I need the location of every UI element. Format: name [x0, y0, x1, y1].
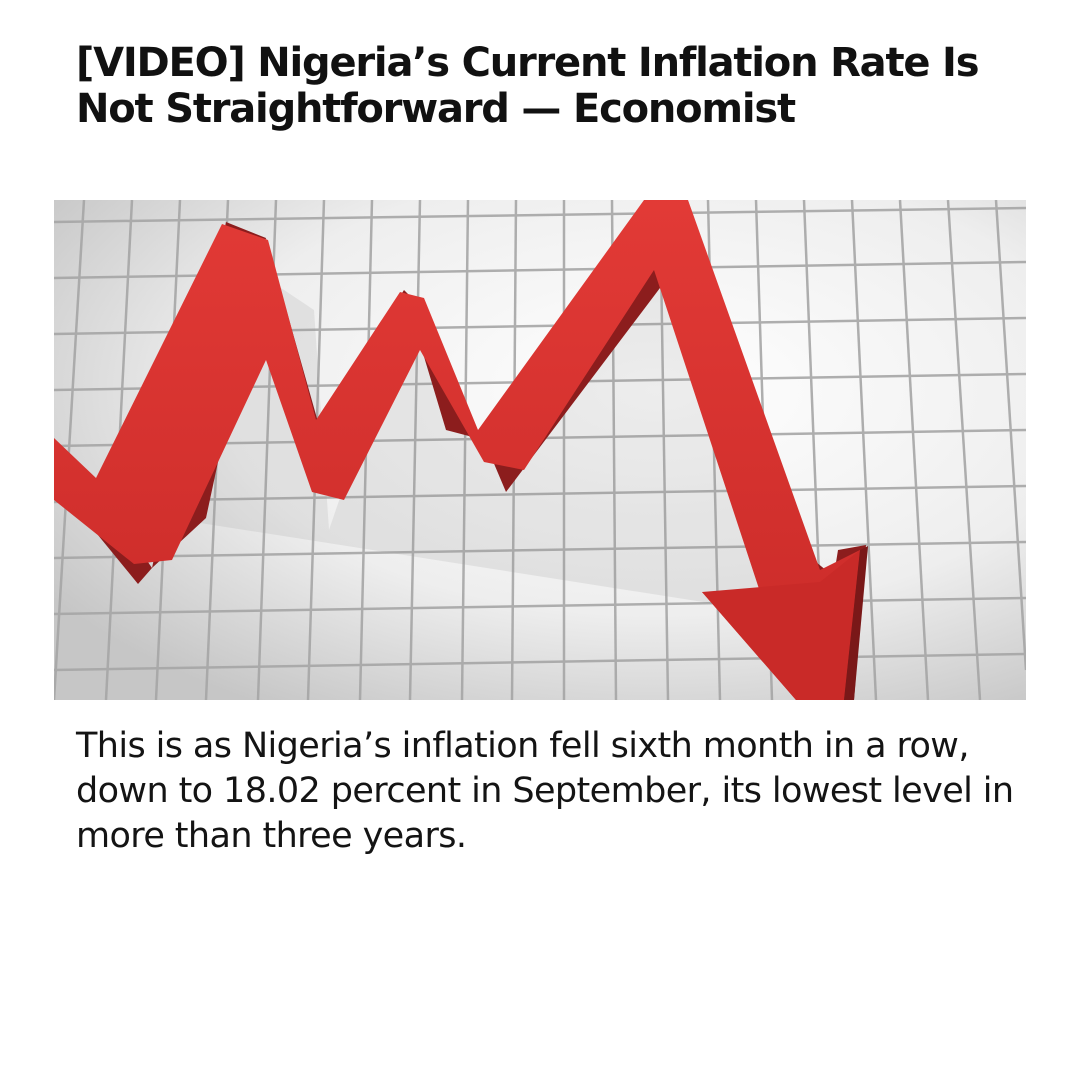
declining-arrow-illustration	[54, 200, 1026, 700]
arrowhead-side	[844, 546, 868, 700]
hero-image[interactable]	[54, 200, 1026, 700]
arrowhead	[702, 550, 860, 700]
arrow-face	[54, 200, 860, 700]
article-summary: This is as Nigeria’s inflation fell sixt…	[76, 726, 1014, 856]
article-headline[interactable]: [VIDEO] Nigeria’s Current Inflation Rate…	[76, 40, 980, 132]
